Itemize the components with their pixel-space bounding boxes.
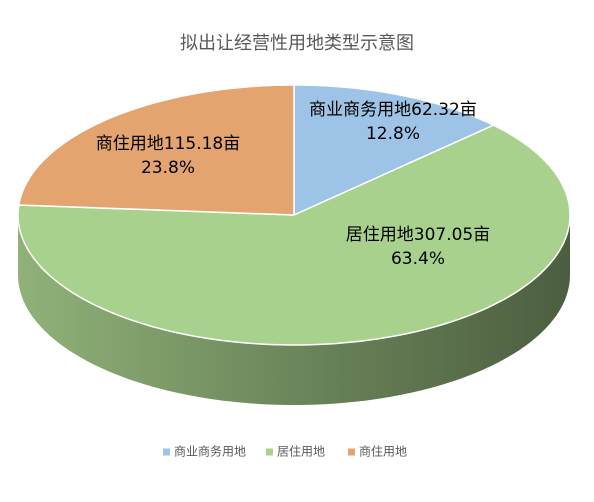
legend-label: 居住用地 xyxy=(277,445,325,459)
slice xyxy=(293,84,496,217)
legend-label: 商业商务用地 xyxy=(174,444,246,459)
data-label: 商业商务用地62.32亩 xyxy=(309,100,477,120)
data-label-percent: 63.4% xyxy=(391,249,445,269)
slice xyxy=(17,84,295,216)
slice-side-shade xyxy=(18,215,570,405)
data-label: 商住用地115.18亩 xyxy=(96,134,240,154)
legend-swatch xyxy=(163,448,170,456)
chart-title: 拟出让经营性用地类型示意图 xyxy=(180,33,414,54)
slice xyxy=(17,124,571,346)
data-label: 居住用地307.05亩 xyxy=(346,225,490,245)
data-label-percent: 12.8% xyxy=(366,124,420,144)
legend-swatch xyxy=(266,448,273,456)
data-label-percent: 23.8% xyxy=(141,158,195,178)
legend-swatch xyxy=(348,448,355,456)
legend-label: 商住用地 xyxy=(359,444,407,459)
